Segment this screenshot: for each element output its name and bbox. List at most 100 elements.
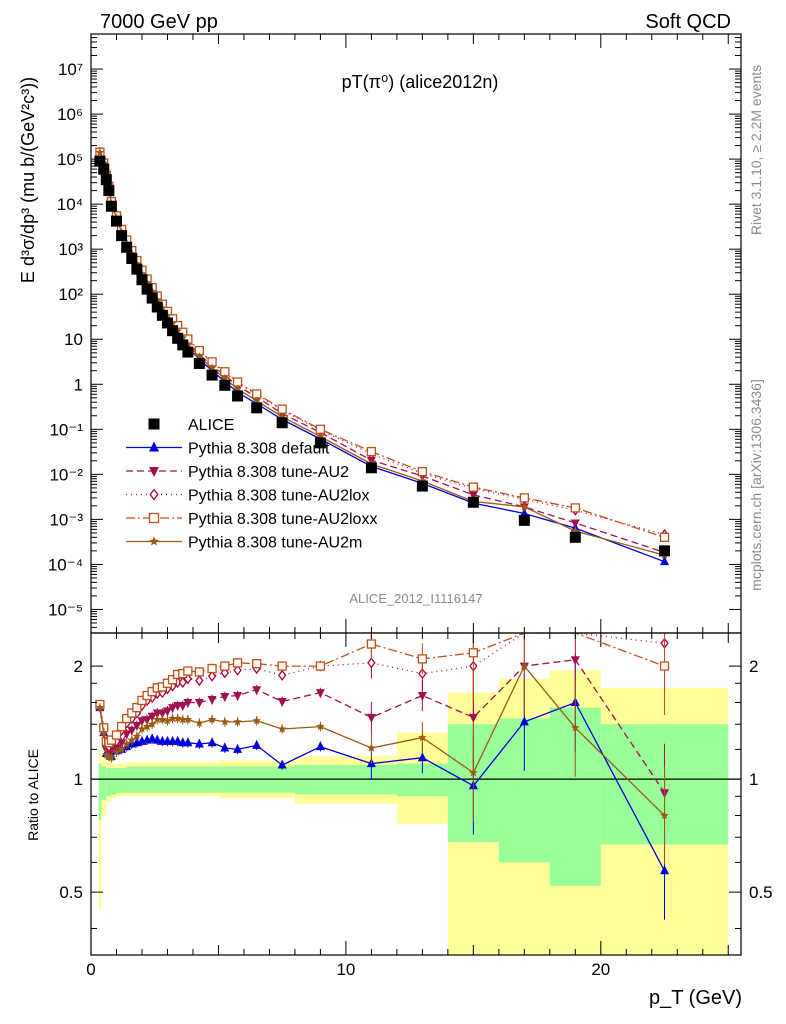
ratio-y-axis-label: Ratio to ALICE — [25, 749, 41, 841]
data-point — [95, 148, 105, 157]
ratio-point — [127, 726, 137, 736]
data-point — [219, 379, 231, 391]
ratio-point — [220, 717, 230, 726]
ratio-point — [137, 695, 147, 706]
data-point — [126, 253, 138, 265]
data-point — [98, 163, 110, 175]
ratio-point — [252, 716, 261, 725]
ratio-point — [111, 730, 122, 740]
y-tick-label: 1 — [74, 375, 83, 394]
ratio-point — [132, 731, 142, 740]
ratio-point — [195, 674, 204, 687]
data-point — [151, 301, 163, 313]
legend-entry: Pythia 8.308 tune-AU2lox — [126, 488, 369, 505]
data-point — [206, 369, 218, 381]
data-point — [468, 482, 479, 492]
band-stat-bin — [106, 768, 112, 797]
ratio-point — [152, 734, 162, 744]
data-point — [161, 317, 173, 329]
data-point — [177, 339, 189, 351]
ratio-point — [367, 743, 376, 752]
ratio-point — [660, 810, 669, 820]
data-point — [167, 325, 179, 337]
header-right: Soft QCD — [645, 11, 731, 33]
ratio-point — [468, 648, 479, 658]
legend: ALICE Pythia 8.308 default Pythia 8.308 tu… — [126, 417, 377, 552]
ratio-point — [147, 733, 157, 743]
ratio-point — [277, 669, 287, 681]
data-point — [417, 466, 428, 477]
ratio-point — [207, 695, 217, 705]
ratio-point — [178, 676, 187, 688]
data-point — [314, 437, 326, 449]
ratio-point — [233, 664, 242, 676]
ratio-point — [367, 657, 376, 669]
ratio-point — [277, 661, 287, 671]
ratio-point — [122, 739, 131, 748]
ratio-series-group — [95, 633, 670, 920]
ratio-point — [183, 698, 193, 708]
ratio-point — [315, 689, 325, 699]
ratio-point — [571, 723, 580, 732]
data-point — [570, 503, 580, 513]
legend-marker — [148, 512, 160, 524]
ratio-point — [277, 724, 287, 733]
data-point — [569, 531, 581, 543]
ratio-point — [220, 692, 230, 702]
legend-label: Pythia 8.308 tune-AU2m — [188, 535, 362, 552]
data-point — [659, 532, 670, 542]
ratio-point — [233, 691, 243, 701]
ratio-point — [163, 716, 172, 725]
band-stat-bin — [111, 768, 117, 795]
y-tick-label: 10² — [58, 285, 83, 304]
ratio-point — [178, 702, 188, 712]
main-y-axis-label: E d³σ/dp³ (mu b/(GeV²c³)) — [18, 77, 38, 283]
band-stat-bin — [101, 766, 107, 800]
data-point — [468, 491, 478, 501]
ratio-point — [194, 667, 204, 677]
ratio-point — [520, 661, 529, 670]
ratio-point — [220, 742, 230, 752]
ratio-point — [252, 686, 262, 696]
ratio-point — [252, 739, 262, 749]
legend-entry: Pythia 8.308 tune-AU2 — [126, 464, 349, 481]
data-point — [103, 185, 115, 197]
data-point — [520, 502, 529, 511]
ratio-point — [122, 713, 132, 724]
ratio-point — [137, 724, 147, 733]
ratio-point — [112, 747, 121, 756]
ratio-point — [106, 735, 117, 745]
data-point — [100, 174, 112, 186]
ratio-point — [207, 715, 217, 724]
data-point — [105, 200, 117, 212]
ratio-y-tick-label-right: 2 — [749, 657, 758, 676]
ratio-point — [233, 717, 242, 726]
data-point — [365, 462, 377, 474]
data-point — [570, 519, 580, 529]
ratio-point — [220, 661, 230, 671]
data-point — [660, 556, 670, 566]
ratio-point — [168, 714, 177, 723]
legend-marker — [148, 418, 160, 430]
ratio-point — [132, 702, 142, 713]
header-left: 7000 GeV pp — [100, 11, 218, 33]
ratio-point — [142, 716, 152, 726]
ratio-point — [366, 713, 376, 723]
data-point — [232, 390, 244, 402]
data-point — [141, 283, 153, 295]
y-tick-label: 10⁷ — [58, 60, 83, 79]
data-point — [193, 357, 205, 369]
series-pythia-8-308-tune-au2 — [95, 148, 670, 558]
ratio-point — [417, 752, 427, 762]
legend-marker — [149, 488, 159, 501]
ratio-point — [207, 663, 217, 674]
y-tick-label: 10⁻² — [49, 465, 83, 484]
ratio-point — [468, 713, 478, 723]
ratio-point — [162, 707, 172, 717]
ratio-point — [417, 691, 427, 701]
ratio-point — [147, 712, 157, 722]
ratio-point — [316, 722, 325, 731]
ratio-point — [195, 718, 204, 727]
ratio-point — [122, 730, 132, 740]
data-point — [277, 404, 287, 414]
